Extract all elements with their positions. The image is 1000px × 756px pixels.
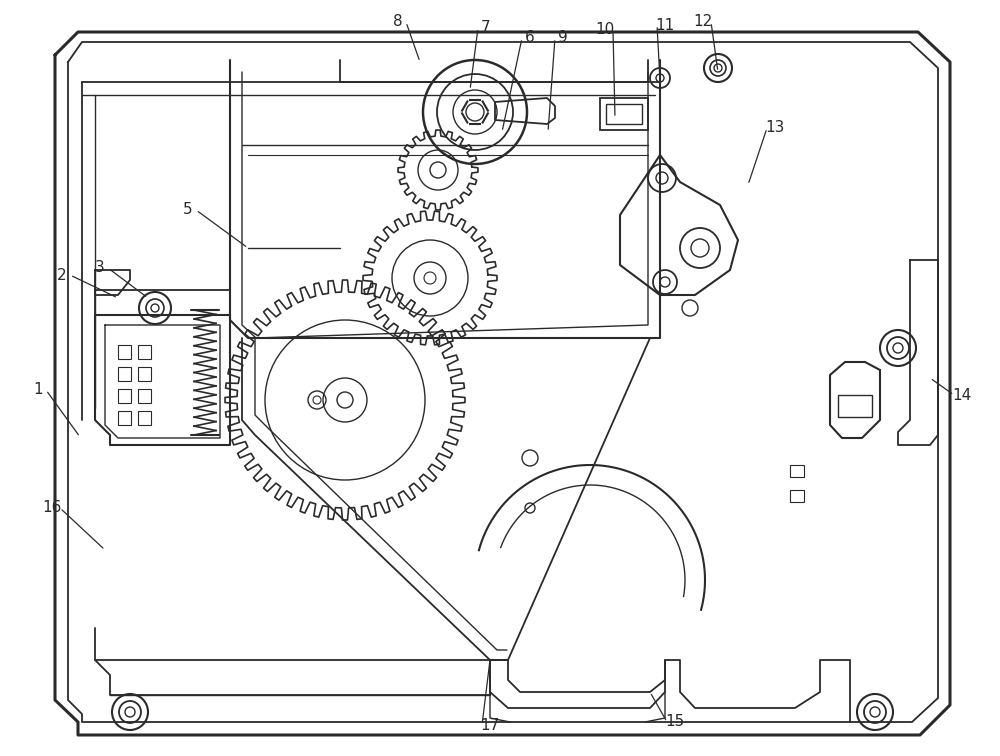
Text: 3: 3: [95, 261, 105, 275]
Text: 5: 5: [183, 203, 193, 218]
Text: 13: 13: [765, 120, 785, 135]
Text: 8: 8: [393, 14, 403, 29]
Text: 17: 17: [480, 717, 500, 733]
Bar: [600, 98, 648, 130]
Bar: [118, 411, 131, 425]
Text: 10: 10: [595, 23, 615, 38]
Bar: [790, 490, 804, 502]
Text: 6: 6: [525, 30, 535, 45]
Text: 15: 15: [665, 714, 685, 730]
Bar: [138, 367, 151, 381]
Bar: [118, 345, 131, 359]
Text: 2: 2: [57, 268, 67, 283]
Bar: [138, 389, 151, 403]
Bar: [138, 345, 151, 359]
Bar: [838, 395, 872, 417]
Text: 12: 12: [693, 14, 713, 29]
Bar: [138, 411, 151, 425]
Text: 11: 11: [655, 17, 675, 33]
Text: 7: 7: [481, 20, 491, 36]
Bar: [790, 465, 804, 477]
Text: 14: 14: [952, 388, 972, 402]
Text: 9: 9: [558, 30, 568, 45]
Text: 1: 1: [33, 383, 43, 398]
Text: 16: 16: [42, 500, 62, 516]
Bar: [118, 367, 131, 381]
Bar: [118, 389, 131, 403]
Bar: [606, 104, 642, 124]
